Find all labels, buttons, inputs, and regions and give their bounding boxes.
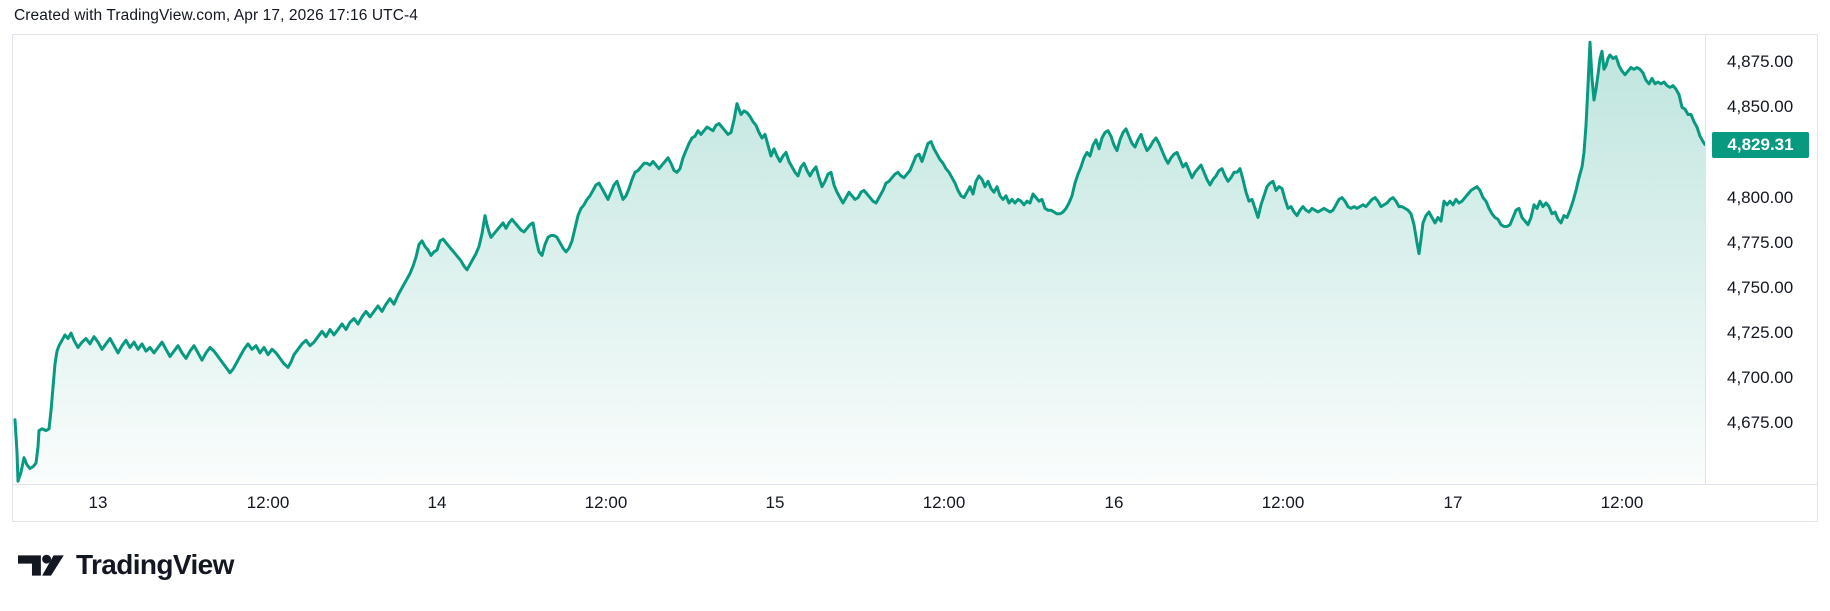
price-tick-label: 4,875.00 bbox=[1727, 52, 1794, 71]
price-tick-label: 4,750.00 bbox=[1727, 278, 1794, 297]
price-tick-label: 4,800.00 bbox=[1727, 188, 1794, 207]
chart-container: 4,829.31 4,875.00 4,850.00 4,800.00 4,775.0… bbox=[12, 34, 1818, 522]
time-tick-label: 15 bbox=[765, 493, 785, 512]
price-chart-pane[interactable] bbox=[13, 35, 1705, 484]
price-tick-label: 4,850.00 bbox=[1727, 97, 1794, 116]
time-tick-label: 14 bbox=[427, 493, 447, 512]
time-tick-label: 17 bbox=[1443, 493, 1463, 512]
price-area-series bbox=[13, 40, 1705, 483]
tradingview-logo-icon bbox=[18, 554, 64, 576]
last-price-badge: 4,829.31 bbox=[1712, 132, 1809, 158]
time-tick-label: 12:00 bbox=[1261, 493, 1305, 512]
time-tick-label: 13 bbox=[88, 493, 108, 512]
time-tick-label: 12:00 bbox=[246, 493, 290, 512]
time-tick-label: 12:00 bbox=[1600, 493, 1644, 512]
price-tick-label: 4,700.00 bbox=[1727, 368, 1794, 387]
price-tick-label: 4,675.00 bbox=[1727, 413, 1794, 432]
time-tick-label: 12:00 bbox=[922, 493, 966, 512]
time-axis[interactable]: 13 12:00 14 12:00 15 12:00 16 12:00 17 12:00 bbox=[13, 484, 1817, 522]
time-tick-label: 12:00 bbox=[584, 493, 628, 512]
tradingview-logo[interactable]: TradingView bbox=[18, 549, 234, 581]
tradingview-logo-text: TradingView bbox=[76, 549, 234, 580]
price-axis[interactable]: 4,829.31 4,875.00 4,850.00 4,800.00 4,775.0… bbox=[1705, 35, 1818, 484]
price-tick-label: 4,725.00 bbox=[1727, 323, 1794, 342]
attribution-text: Created with TradingView.com, Apr 17, 20… bbox=[14, 7, 419, 24]
time-tick-label: 16 bbox=[1104, 493, 1124, 512]
price-tick-label: 4,775.00 bbox=[1727, 233, 1794, 252]
